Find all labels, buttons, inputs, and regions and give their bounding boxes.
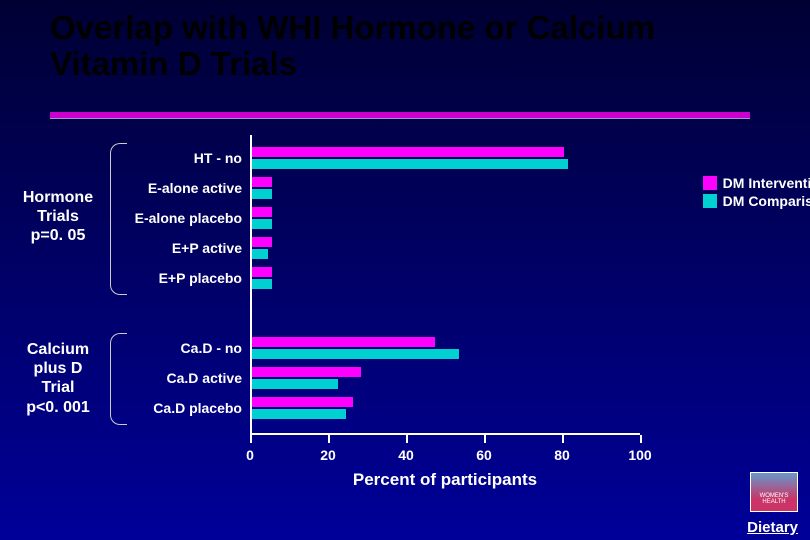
chart-bar: [252, 147, 564, 157]
chart-bar: [252, 237, 272, 247]
whi-logo: WOMEN'S HEALTH: [750, 472, 798, 512]
chart-bar: [252, 177, 272, 187]
chart-bar: [252, 159, 568, 169]
slide-title: Overlap with WHI Hormone or Calcium Vita…: [50, 10, 780, 83]
chart-bar: [252, 219, 272, 229]
chart-bar: [252, 337, 435, 347]
x-tick: [640, 435, 642, 443]
category-label: E+P active: [172, 240, 242, 256]
chart-legend: DM Intervention DM Comparison: [703, 175, 810, 211]
category-label: E+P placebo: [159, 270, 242, 286]
chart-bar: [252, 279, 272, 289]
x-tick-label: 20: [320, 447, 336, 463]
x-tick: [328, 435, 330, 443]
chart-bar: [252, 397, 353, 407]
chart-bar: [252, 267, 272, 277]
legend-label: DM Intervention: [723, 175, 810, 191]
category-label: E-alone placebo: [135, 210, 242, 226]
legend-swatch: [703, 194, 717, 208]
chart-bar: [252, 379, 338, 389]
legend-swatch: [703, 176, 717, 190]
x-tick-label: 40: [398, 447, 414, 463]
chart-bar: [252, 207, 272, 217]
chart-bar: [252, 367, 361, 377]
legend-item: DM Intervention: [703, 175, 810, 191]
chart-bar: [252, 249, 268, 259]
footer-label: Dietary: [747, 519, 798, 536]
bracket-hormone: [110, 143, 127, 295]
legend-label: DM Comparison: [723, 193, 810, 209]
chart-area: Percent of participants 020406080100HT -…: [130, 135, 740, 475]
slide: Overlap with WHI Hormone or Calcium Vita…: [0, 0, 810, 540]
x-tick-label: 0: [246, 447, 254, 463]
category-label: Ca.D - no: [181, 340, 242, 356]
category-label: Ca.D active: [167, 370, 242, 386]
x-axis: [250, 433, 640, 435]
x-tick: [484, 435, 486, 443]
category-label: HT - no: [194, 150, 242, 166]
title-underline-thin: [50, 118, 750, 119]
legend-item: DM Comparison: [703, 193, 810, 209]
group-label-calcium: Calciumplus DTrialp<0. 001: [8, 340, 108, 417]
chart-bar: [252, 349, 459, 359]
x-tick: [562, 435, 564, 443]
chart-bar: [252, 189, 272, 199]
chart-bar: [252, 409, 346, 419]
x-tick-label: 100: [628, 447, 651, 463]
x-tick-label: 80: [554, 447, 570, 463]
bracket-calcium: [110, 333, 127, 425]
category-label: E-alone active: [148, 180, 242, 196]
category-label: Ca.D placebo: [153, 400, 242, 416]
chart-plot: Percent of participants 020406080100HT -…: [250, 135, 640, 435]
group-label-hormone: HormoneTrialsp=0. 05: [8, 188, 108, 246]
x-tick-label: 60: [476, 447, 492, 463]
x-tick: [250, 435, 252, 443]
x-axis-title: Percent of participants: [250, 470, 640, 490]
x-tick: [406, 435, 408, 443]
